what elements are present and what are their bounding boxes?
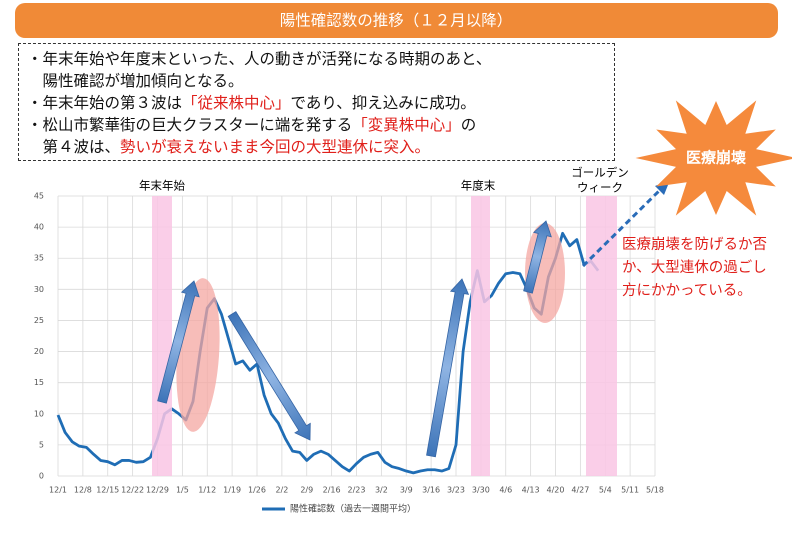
burst-label: 医療崩壊 [686,149,746,167]
note-line: ・年末年始や年度末といった、人の動きが活発になる時期のあと、 [27,48,606,70]
x-tick-label: 3/30 [472,486,490,495]
x-tick-label: 1/19 [223,486,241,495]
starburst [635,100,792,216]
banner-title: 陽性確認数の推移（１２月以降） [280,12,513,30]
x-tick-label: 3/16 [422,486,440,495]
period-label: 年末年始 [139,179,185,193]
x-tick-label: 12/1 [49,486,67,495]
trend-arrow [227,311,311,441]
period-label: ゴールデン [571,166,629,180]
legend-label: 陽性確認数（過去一週間平均） [290,503,416,515]
y-tick-label: 0 [39,472,44,481]
x-tick-label: 4/20 [547,486,565,495]
note-text: 「従来株中心」 [182,94,291,112]
x-tick-label: 2/2 [275,486,288,495]
dashed-arrow [581,186,664,268]
data-line [56,231,600,475]
y-tick-label: 40 [34,223,44,232]
note-line: ・年末年始の第３波は「従来株中心」であり、抑え込みに成功。 [27,92,606,114]
y-tick-label: 45 [34,192,44,201]
x-tick-label: 5/18 [646,486,664,495]
note-text: 第４波は、 [27,138,121,156]
trend-arrow [523,220,552,294]
y-tick-label: 5 [39,440,44,449]
trend-arrow [157,280,200,404]
x-tick-label: 12/8 [74,486,92,495]
x-tick-label: 1/5 [176,486,189,495]
x-tick-label: 12/22 [121,486,144,495]
notes-box: ・年末年始や年度末といった、人の動きが活発になる時期のあと、 陽性確認が増加傾向… [18,43,615,161]
trend-arrow [426,278,470,458]
period-label: 年度末 [461,179,496,193]
x-tick-label: 3/23 [447,486,465,495]
x-tick-label: 5/11 [621,486,639,495]
x-tick-label: 12/29 [146,486,169,495]
period-band [152,196,172,476]
plot: 0 5 10 15 20 25 30 35 40 45 12/1 12/8 12/15 12/22 12/2… [34,192,664,515]
note-text: の [460,116,477,134]
period-band [586,196,617,476]
x-tick-label: 2/16 [323,486,341,495]
x-tick-label: 12/15 [96,486,119,495]
note-text: ・年末年始や年度末といった、人の動きが活発になる時期のあと、 [27,50,492,68]
period-label: ウィーク [577,181,623,195]
red-note-line: 医療崩壊を防げるか否 [622,237,767,253]
red-note: 医療崩壊を防げるか否 か、大型連休の過ごし 方にかかっている。 [622,234,790,303]
y-tick-label: 10 [34,409,44,418]
y-tick-label: 25 [34,316,44,325]
note-text: ・松山市繁華街の巨大クラスターに端を発する [27,116,353,134]
x-tick-label: 1/26 [248,486,266,495]
x-tick-label: 5/4 [599,486,612,495]
y-tick-label: 35 [34,254,44,263]
note-line: 陽性確認が増加傾向となる。 [27,70,606,92]
x-tick-label: 1/12 [198,486,216,495]
x-tick-label: 4/6 [499,486,512,495]
x-tick-label: 4/13 [522,486,540,495]
period-band [471,196,490,476]
y-tick-label: 15 [34,378,44,387]
note-text: 勢いが衰えないまま今回の大型連休に突入。 [120,138,431,156]
banner-bg [15,3,778,38]
note-text: 陽性確認が増加傾向となる。 [27,72,244,90]
y-tick-label: 20 [34,347,44,356]
note-text: であり、抑え込みに成功。 [290,94,476,112]
red-note-line: か、大型連休の過ごし [622,260,767,276]
note-line: ・松山市繁華街の巨大クラスターに端を発する「変異株中心」の [27,114,606,136]
red-note-line: 方にかかっている。 [622,283,752,299]
note-text: 「変異株中心」 [352,116,461,134]
x-tick-label: 4/27 [571,486,589,495]
y-tick-label: 30 [34,285,44,294]
x-tick-label: 3/2 [375,486,388,495]
x-tick-label: 3/9 [400,486,413,495]
x-tick-label: 2/9 [300,486,313,495]
overlay [157,220,552,458]
note-text: ・年末年始の第３波は [27,94,183,112]
x-tick-label: 2/23 [348,486,366,495]
note-line: 第４波は、勢いが衰えないまま今回の大型連休に突入。 [27,136,606,158]
